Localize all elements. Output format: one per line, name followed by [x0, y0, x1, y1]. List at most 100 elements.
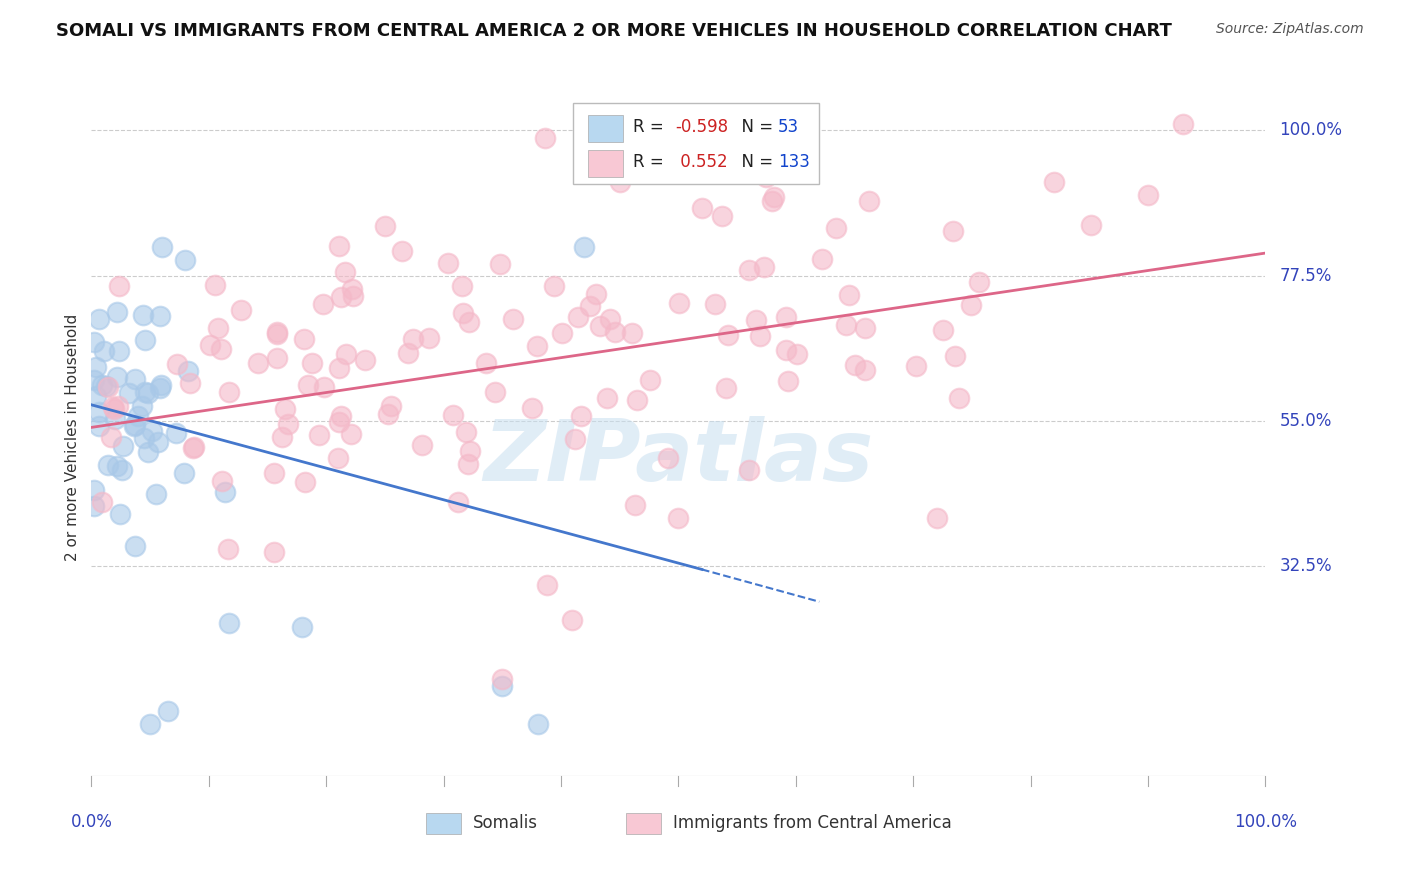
Point	[342, 288, 364, 302]
Point	[564, 432, 586, 446]
Point	[418, 330, 440, 344]
Point	[599, 312, 621, 326]
Point	[738, 263, 761, 277]
Point	[105, 459, 128, 474]
Point	[666, 510, 689, 524]
Point	[489, 257, 512, 271]
Point	[207, 321, 229, 335]
Point	[844, 358, 866, 372]
Point	[330, 290, 353, 304]
Point	[585, 286, 607, 301]
Text: R =: R =	[633, 118, 669, 136]
Point	[755, 130, 778, 145]
Point	[690, 201, 713, 215]
Point	[83, 334, 105, 349]
Point	[217, 542, 239, 557]
Point	[380, 399, 402, 413]
Point	[291, 620, 314, 634]
Point	[127, 409, 149, 423]
Point	[744, 313, 766, 327]
Point	[595, 391, 617, 405]
Point	[266, 325, 288, 339]
Point	[717, 328, 740, 343]
FancyBboxPatch shape	[626, 814, 661, 834]
Point	[942, 224, 965, 238]
Text: R =: R =	[633, 153, 669, 171]
Text: SOMALI VS IMMIGRANTS FROM CENTRAL AMERICA 2 OR MORE VEHICLES IN HOUSEHOLD CORREL: SOMALI VS IMMIGRANTS FROM CENTRAL AMERIC…	[56, 22, 1173, 40]
Point	[118, 386, 141, 401]
Point	[149, 309, 172, 323]
Point	[441, 408, 464, 422]
Point	[738, 463, 761, 477]
Point	[107, 399, 129, 413]
Point	[456, 425, 478, 439]
Point	[198, 338, 221, 352]
Point	[87, 405, 110, 419]
Point	[453, 306, 475, 320]
Point	[579, 299, 602, 313]
Text: 133: 133	[778, 153, 810, 171]
Point	[657, 450, 679, 465]
Point	[1080, 219, 1102, 233]
Point	[761, 194, 783, 209]
Point	[491, 672, 513, 686]
Point	[277, 417, 299, 431]
Point	[755, 169, 778, 184]
Point	[218, 615, 240, 630]
FancyBboxPatch shape	[572, 103, 820, 185]
Text: 0.0%: 0.0%	[70, 814, 112, 831]
Point	[165, 425, 187, 440]
Point	[458, 443, 481, 458]
Point	[626, 392, 648, 407]
Point	[100, 429, 122, 443]
Point	[209, 342, 232, 356]
Point	[853, 321, 876, 335]
Text: 0.552: 0.552	[675, 153, 727, 171]
Point	[328, 239, 350, 253]
Text: 53: 53	[778, 118, 799, 136]
Point	[124, 539, 146, 553]
FancyBboxPatch shape	[588, 150, 623, 178]
Point	[94, 379, 117, 393]
Point	[247, 356, 270, 370]
Point	[574, 239, 596, 253]
Point	[374, 219, 396, 234]
Point	[263, 545, 285, 559]
Point	[457, 457, 479, 471]
Point	[773, 111, 796, 125]
Point	[150, 378, 173, 392]
Point	[925, 510, 948, 524]
Point	[134, 431, 156, 445]
Point	[108, 344, 131, 359]
Point	[838, 288, 860, 302]
Point	[83, 373, 105, 387]
Point	[301, 356, 323, 370]
Point	[266, 326, 288, 341]
Text: Somalis: Somalis	[472, 814, 538, 832]
Point	[858, 194, 880, 209]
Point	[111, 439, 134, 453]
Point	[522, 401, 544, 416]
Point	[526, 339, 548, 353]
Text: 100.0%: 100.0%	[1234, 814, 1296, 831]
Point	[491, 679, 513, 693]
Point	[124, 372, 146, 386]
FancyBboxPatch shape	[426, 814, 461, 834]
Point	[778, 374, 800, 388]
Text: Immigrants from Central America: Immigrants from Central America	[672, 814, 952, 832]
Point	[294, 475, 316, 489]
Point	[330, 409, 353, 424]
Point	[270, 430, 292, 444]
Point	[714, 380, 737, 394]
Point	[1043, 175, 1066, 189]
Point	[932, 323, 955, 337]
Point	[136, 445, 159, 459]
Point	[703, 297, 725, 311]
Point	[314, 380, 336, 394]
Point	[326, 450, 349, 465]
Point	[638, 373, 661, 387]
Point	[588, 319, 610, 334]
Point	[231, 303, 253, 318]
Point	[775, 310, 797, 324]
Point	[89, 419, 111, 434]
